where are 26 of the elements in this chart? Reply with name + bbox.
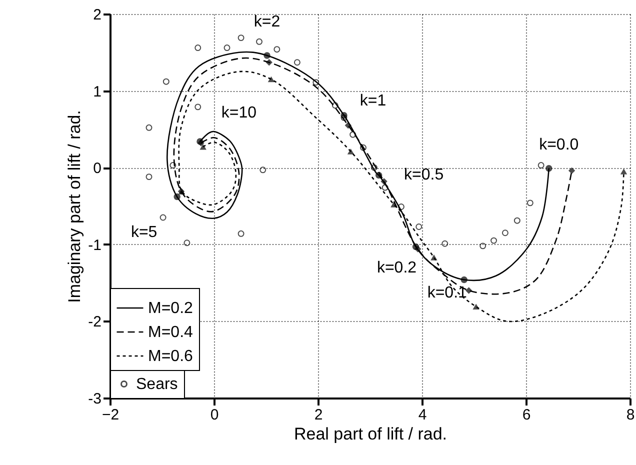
annotation: k=1 bbox=[360, 92, 386, 110]
legend-label: M=0.2 bbox=[148, 300, 194, 317]
legend-label: M=0.4 bbox=[148, 324, 194, 341]
annotation: k=0.1 bbox=[427, 284, 468, 302]
annotation: k=0.2 bbox=[376, 260, 417, 277]
y-tick-label: 1 bbox=[93, 83, 102, 100]
annotation: k=0.0 bbox=[539, 136, 579, 154]
y-tick-label: -3 bbox=[88, 390, 102, 408]
annotation: k=5 bbox=[130, 224, 158, 241]
y-tick-label: 0 bbox=[93, 160, 102, 178]
y-tick-label: 2 bbox=[93, 6, 102, 24]
legend-label: Sears bbox=[136, 376, 178, 393]
y-tick-label: -2 bbox=[88, 314, 102, 331]
x-tick-label: 8 bbox=[626, 406, 635, 424]
x-tick-label: 2 bbox=[314, 406, 323, 424]
legend-label: M=0.6 bbox=[148, 348, 194, 365]
x-tick-label: −2 bbox=[102, 406, 120, 424]
annotation: k=10 bbox=[221, 104, 257, 122]
x-tick-label: 4 bbox=[418, 406, 427, 424]
annotation: k=0.5 bbox=[404, 166, 444, 184]
x-tick-label: 0 bbox=[210, 406, 219, 424]
x-tick-label: 6 bbox=[522, 406, 531, 424]
y-tick-label: -1 bbox=[88, 236, 102, 254]
annotation: k=2 bbox=[254, 13, 280, 30]
x-axis-title: Real part of lift / rad. bbox=[294, 424, 448, 444]
y-axis-title: Imaginary part of lift / rad. bbox=[65, 110, 84, 303]
